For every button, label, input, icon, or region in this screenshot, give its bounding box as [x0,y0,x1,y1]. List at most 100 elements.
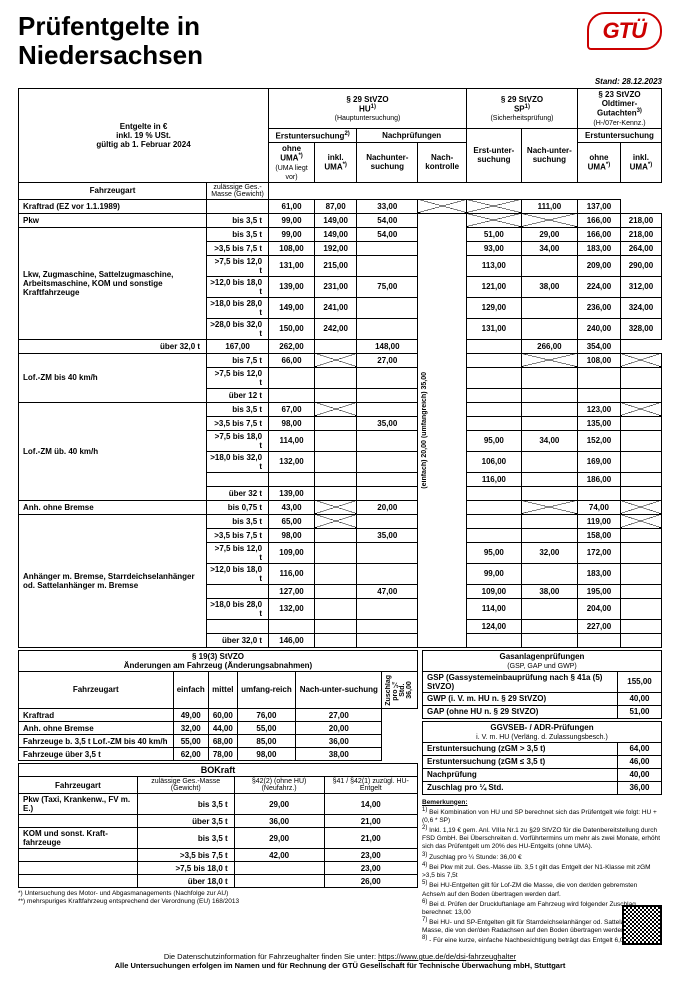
hdr-sp: § 29 StVZOSP1)(Sicherheitsprüfung) [466,89,577,129]
price-cell [315,430,357,451]
price-cell [521,388,577,402]
price-cell: 241,00 [315,297,357,318]
kv-label: GAP (ohne HU n. § 29 StVZO) [423,705,618,718]
price-cell [315,486,357,500]
price-cell [315,598,357,619]
row-weight: >7,5 bis 18,0 t [207,430,269,451]
price-cell: 195,00 [577,584,620,598]
price-cell [521,486,577,500]
price-cell [620,402,661,416]
sec3-cell: 29,00 [234,828,324,849]
price-cell: 66,00 [269,353,315,367]
price-cell: 139,00 [269,276,315,297]
row-weight: über 32,0 t [207,633,269,647]
price-cell [620,619,661,633]
price-cell [357,486,418,500]
price-cell [315,367,357,388]
row-weight: >3,5 bis 7,5 t [207,241,269,255]
row-weight: über 32,0 t [19,339,207,353]
price-cell [315,542,357,563]
price-cell [315,528,357,542]
row-label: Kraftrad (EZ vor 1.1.1989) [19,199,207,213]
sec2-cell: 49,00 [173,709,208,722]
sec3-cell: 42,00 [234,849,324,862]
price-cell: 186,00 [577,472,620,486]
price-cell [521,451,577,472]
price-cell: 38,00 [521,584,577,598]
bemerk-line: 3) Zuschlag pro ¼ Stunde: 36,00 € [422,852,662,862]
price-cell [357,367,418,388]
row-weight: über 12 t [207,388,269,402]
price-cell: 109,00 [466,584,521,598]
row-label: Lkw, Zugmaschine, Sattelzugmaschine, Arb… [19,227,207,339]
hdr-entgelte: Entgelte in € inkl. 19 % USt. gültig ab … [19,89,269,182]
price-cell [521,472,577,486]
sec2-title: § 19(3) StVZOÄnderungen am Fahrzeug (Änd… [19,650,418,671]
price-cell [521,514,577,528]
price-cell [620,353,661,367]
row-label: Lof.-ZM üb. 40 km/h [19,402,207,500]
price-cell: 99,00 [269,213,315,227]
sec3-h2: §42(2) (ohne HU) (Neufahrz.) [234,777,324,794]
price-cell: 121,00 [466,276,521,297]
bemerk-line: 5) Bei HU-Entgelten gilt für Lof-ZM die … [422,880,662,898]
row-weight [207,584,269,598]
price-cell [315,416,357,430]
sec3-cell [19,875,138,888]
price-cell: 98,00 [269,528,315,542]
price-cell [466,402,521,416]
price-cell [620,367,661,388]
price-cell: 262,00 [269,339,315,353]
price-cell [620,514,661,528]
sec3-cell: 21,00 [324,815,417,828]
price-cell [357,619,418,633]
row-label: Lof.-ZM bis 40 km/h [19,353,207,402]
price-cell [315,500,357,514]
price-cell: 114,00 [269,430,315,451]
price-cell: 137,00 [577,199,620,213]
price-cell: 108,00 [577,353,620,367]
price-cell: 152,00 [577,430,620,451]
price-cell: 192,00 [315,241,357,255]
price-cell: 87,00 [315,199,357,213]
kv-val: 155,00 [618,671,662,692]
sec3-cell [234,862,324,875]
kv-label: GSP (Gassystemeinbauprüfung nach § 41a (… [423,671,618,692]
price-cell [315,339,357,353]
sec2-h0: Fahrzeugart [19,671,174,709]
price-cell [357,563,418,584]
price-cell [269,367,315,388]
footer-link[interactable]: https://www.gtue.de/de/dsi-fahrzeughalte… [378,952,516,961]
price-cell: 33,00 [357,199,418,213]
price-cell: 328,00 [620,318,661,339]
price-cell [577,486,620,500]
kv-label: Zuschlag pro ¼ Std. [423,781,618,794]
sec2-cell: 20,00 [296,722,382,735]
row-label: Anhänger m. Bremse, Starrdeichselanhänge… [19,514,207,647]
price-cell: 149,00 [315,227,357,241]
price-cell: 61,00 [269,199,315,213]
price-cell: 167,00 [207,339,269,353]
row-weight: bis 3,5 t [207,402,269,416]
row-weight [207,619,269,633]
row-weight: >28,0 bis 32,0 t [207,318,269,339]
price-cell: 108,00 [269,241,315,255]
price-cell: 54,00 [357,227,418,241]
hdr-sp-nach: Nach-unter-suchung [521,128,577,182]
price-cell: 227,00 [577,619,620,633]
price-cell: 113,00 [466,255,521,276]
gas-title: Gasanlagenprüfungen(GSP, GAP und GWP) [423,650,662,671]
price-cell: 35,00 [357,528,418,542]
price-cell: 132,00 [269,451,315,472]
sec2-vert: Zuschlag pro ¼ Std.36,00 [382,671,418,709]
price-cell: 149,00 [269,297,315,318]
bemerk-line: 1) Bei Kombination von HU und SP berechn… [422,807,662,825]
price-cell: 74,00 [577,500,620,514]
price-cell [620,500,661,514]
price-cell [357,514,418,528]
price-cell [620,563,661,584]
price-cell: 127,00 [269,584,315,598]
price-cell [521,528,577,542]
price-cell: 123,00 [577,402,620,416]
main-price-table: Entgelte in € inkl. 19 % USt. gültig ab … [18,88,662,647]
